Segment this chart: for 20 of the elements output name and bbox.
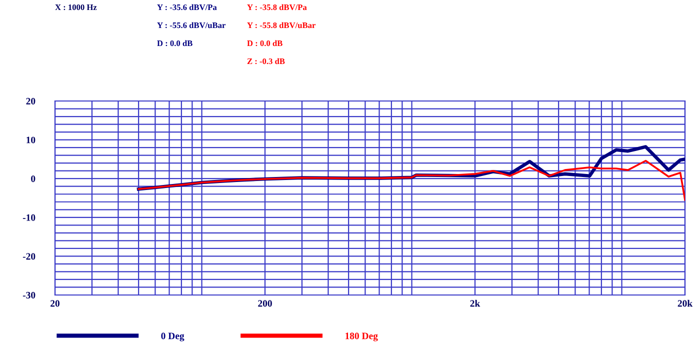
y-tick-label: 20: [26, 98, 36, 104]
text: D : 0.0 dB: [247, 40, 282, 46]
y-tick-label: 0: [31, 176, 36, 182]
x-tick-label: 20k: [678, 300, 693, 307]
y-tick-label: -10: [22, 214, 36, 221]
y-tick-label: -20: [22, 253, 36, 260]
x-tick-label: 200: [258, 300, 272, 307]
text: X : 1000 Hz: [55, 4, 97, 10]
text: 180 Deg: [346, 332, 378, 342]
text: Y : -55.8 dBV/uBar: [247, 22, 316, 28]
x-tick-label: 20: [50, 300, 60, 307]
text: Y : -35.6 dBV/Pa: [157, 4, 217, 10]
text: 0 Deg: [161, 332, 184, 342]
y-tick-label: 10: [26, 136, 36, 144]
text: Z : -0.3 dB: [247, 58, 285, 64]
x-tick-label: 2k: [470, 300, 480, 307]
y-tick-label: -30: [22, 292, 36, 298]
text: D : 0.0 dB: [157, 40, 192, 46]
text: Y : -35.8 dBV/Pa: [247, 4, 307, 10]
text: Y : -55.6 dBV/uBar: [157, 22, 226, 28]
